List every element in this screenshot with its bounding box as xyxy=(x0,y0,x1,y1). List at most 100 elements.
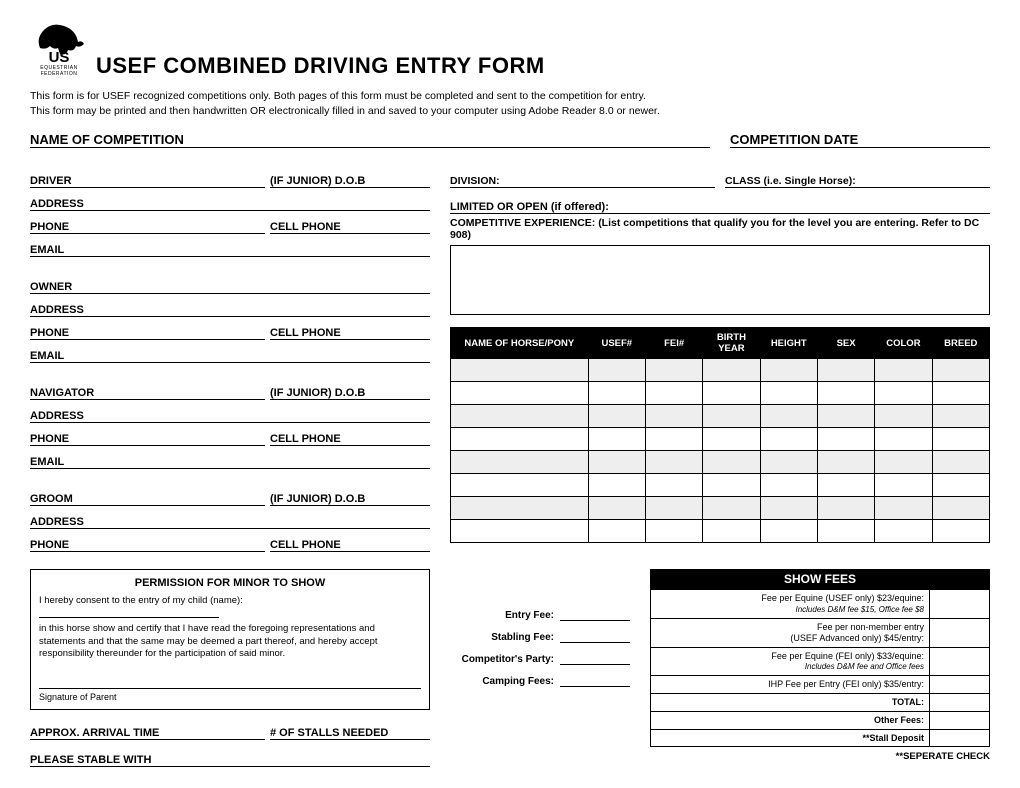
sf-amt2[interactable] xyxy=(930,618,990,647)
horse-cell[interactable] xyxy=(588,497,645,520)
horse-cell[interactable] xyxy=(645,428,702,451)
horse-cell[interactable] xyxy=(817,497,874,520)
signature-line[interactable] xyxy=(39,671,421,689)
driver-cell-field[interactable]: CELL PHONE xyxy=(270,214,430,234)
horse-cell[interactable] xyxy=(645,405,702,428)
driver-address-field[interactable]: ADDRESS xyxy=(30,191,430,211)
horse-cell[interactable] xyxy=(875,382,932,405)
sf-stall-amt[interactable] xyxy=(930,729,990,747)
horse-cell[interactable] xyxy=(451,382,589,405)
driver-email-field[interactable]: EMAIL xyxy=(30,237,430,257)
horse-cell[interactable] xyxy=(932,405,989,428)
stable-with-field[interactable]: PLEASE STABLE WITH xyxy=(30,747,430,767)
horse-cell[interactable] xyxy=(817,428,874,451)
horse-cell[interactable] xyxy=(875,428,932,451)
owner-field[interactable]: OWNER xyxy=(30,274,430,294)
horse-cell[interactable] xyxy=(875,474,932,497)
horse-cell[interactable] xyxy=(703,428,760,451)
horse-cell[interactable] xyxy=(588,474,645,497)
horse-cell[interactable] xyxy=(703,359,760,382)
horse-cell[interactable] xyxy=(760,497,817,520)
horse-cell[interactable] xyxy=(645,382,702,405)
limited-open-field[interactable]: LIMITED OR OPEN (if offered): xyxy=(450,194,990,214)
horse-cell[interactable] xyxy=(760,474,817,497)
horse-cell[interactable] xyxy=(703,520,760,543)
horse-cell[interactable] xyxy=(932,359,989,382)
horse-cell[interactable] xyxy=(645,520,702,543)
horse-cell[interactable] xyxy=(875,497,932,520)
stabling-fee-field[interactable] xyxy=(560,631,630,643)
camping-fee-field[interactable] xyxy=(560,675,630,687)
horse-cell[interactable] xyxy=(760,359,817,382)
horse-cell[interactable] xyxy=(645,497,702,520)
approx-arrival-field[interactable]: APPROX. ARRIVAL TIME xyxy=(30,720,265,740)
stalls-needed-field[interactable]: # OF STALLS NEEDED xyxy=(270,720,430,740)
division-field[interactable]: DIVISION: xyxy=(450,168,715,188)
sf-amt4[interactable] xyxy=(930,676,990,694)
horse-cell[interactable] xyxy=(817,451,874,474)
groom-dob-field[interactable]: (IF JUNIOR) D.O.B xyxy=(270,486,430,506)
horse-cell[interactable] xyxy=(703,474,760,497)
driver-field[interactable]: DRIVER xyxy=(30,168,265,188)
groom-address-field[interactable]: ADDRESS xyxy=(30,509,430,529)
competitive-exp-box[interactable] xyxy=(450,245,990,315)
navigator-address-field[interactable]: ADDRESS xyxy=(30,403,430,423)
sf-other-amt[interactable] xyxy=(930,711,990,729)
horse-cell[interactable] xyxy=(817,474,874,497)
horse-cell[interactable] xyxy=(703,405,760,428)
horse-cell[interactable] xyxy=(817,405,874,428)
horse-cell[interactable] xyxy=(451,451,589,474)
horse-cell[interactable] xyxy=(932,428,989,451)
groom-phone-field[interactable]: PHONE xyxy=(30,532,265,552)
navigator-dob-field[interactable]: (IF JUNIOR) D.O.B xyxy=(270,380,430,400)
horse-cell[interactable] xyxy=(760,382,817,405)
horse-cell[interactable] xyxy=(645,359,702,382)
horse-cell[interactable] xyxy=(703,382,760,405)
navigator-phone-field[interactable]: PHONE xyxy=(30,426,265,446)
horse-cell[interactable] xyxy=(760,405,817,428)
groom-cell-field[interactable]: CELL PHONE xyxy=(270,532,430,552)
horse-cell[interactable] xyxy=(588,520,645,543)
horse-cell[interactable] xyxy=(703,451,760,474)
horse-cell[interactable] xyxy=(645,451,702,474)
horse-cell[interactable] xyxy=(451,405,589,428)
horse-cell[interactable] xyxy=(451,428,589,451)
horse-cell[interactable] xyxy=(875,405,932,428)
horse-cell[interactable] xyxy=(932,497,989,520)
horse-cell[interactable] xyxy=(588,359,645,382)
horse-cell[interactable] xyxy=(932,382,989,405)
horse-cell[interactable] xyxy=(875,359,932,382)
horse-cell[interactable] xyxy=(817,359,874,382)
horse-cell[interactable] xyxy=(588,382,645,405)
navigator-field[interactable]: NAVIGATOR xyxy=(30,380,265,400)
horse-cell[interactable] xyxy=(451,474,589,497)
horse-cell[interactable] xyxy=(451,497,589,520)
horse-cell[interactable] xyxy=(451,520,589,543)
navigator-cell-field[interactable]: CELL PHONE xyxy=(270,426,430,446)
horse-cell[interactable] xyxy=(817,520,874,543)
horse-cell[interactable] xyxy=(703,497,760,520)
driver-phone-field[interactable]: PHONE xyxy=(30,214,265,234)
owner-email-field[interactable]: EMAIL xyxy=(30,343,430,363)
horse-cell[interactable] xyxy=(645,474,702,497)
horse-cell[interactable] xyxy=(817,382,874,405)
owner-cell-field[interactable]: CELL PHONE xyxy=(270,320,430,340)
horse-cell[interactable] xyxy=(932,451,989,474)
horse-cell[interactable] xyxy=(932,474,989,497)
owner-address-field[interactable]: ADDRESS xyxy=(30,297,430,317)
sf-amt3[interactable] xyxy=(930,647,990,676)
horse-cell[interactable] xyxy=(875,520,932,543)
navigator-email-field[interactable]: EMAIL xyxy=(30,449,430,469)
groom-field[interactable]: GROOM xyxy=(30,486,265,506)
driver-dob-field[interactable]: (IF JUNIOR) D.O.B xyxy=(270,168,430,188)
horse-cell[interactable] xyxy=(588,451,645,474)
horse-cell[interactable] xyxy=(875,451,932,474)
sf-amt1[interactable] xyxy=(930,590,990,619)
child-name-field[interactable] xyxy=(39,608,219,618)
horse-cell[interactable] xyxy=(932,520,989,543)
horse-cell[interactable] xyxy=(588,428,645,451)
owner-phone-field[interactable]: PHONE xyxy=(30,320,265,340)
horse-cell[interactable] xyxy=(760,451,817,474)
sf-total-amt[interactable] xyxy=(930,693,990,711)
horse-cell[interactable] xyxy=(588,405,645,428)
